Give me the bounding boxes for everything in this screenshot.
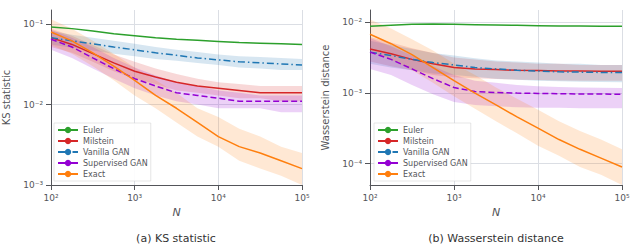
svg-text:KS statistic: KS statistic xyxy=(1,70,12,125)
svg-text:10³: 10³ xyxy=(127,193,142,203)
svg-text:(b) Wasserstein distance: (b) Wasserstein distance xyxy=(428,232,564,245)
svg-text:10⁴: 10⁴ xyxy=(211,193,226,203)
svg-text:10⁻²: 10⁻² xyxy=(23,100,43,110)
svg-text:10⁴: 10⁴ xyxy=(530,193,545,203)
svg-text:Exact: Exact xyxy=(83,170,105,179)
svg-text:Milstein: Milstein xyxy=(403,137,434,146)
svg-text:Wasserstein distance: Wasserstein distance xyxy=(320,44,331,150)
svg-text:Exact: Exact xyxy=(403,170,425,179)
svg-text:Euler: Euler xyxy=(403,126,424,135)
svg-text:10⁵: 10⁵ xyxy=(614,193,629,203)
svg-text:10⁵: 10⁵ xyxy=(294,193,309,203)
svg-text:10²: 10² xyxy=(43,193,58,203)
svg-text:N: N xyxy=(492,206,500,219)
svg-text:10⁻¹: 10⁻¹ xyxy=(23,19,43,29)
svg-text:Supervised GAN: Supervised GAN xyxy=(403,159,468,168)
svg-text:10⁻²: 10⁻² xyxy=(342,17,362,27)
svg-text:10⁻⁴: 10⁻⁴ xyxy=(342,159,362,169)
svg-text:Milstein: Milstein xyxy=(83,137,114,146)
svg-text:10²: 10² xyxy=(362,193,377,203)
svg-text:10³: 10³ xyxy=(446,193,461,203)
svg-text:10⁻³: 10⁻³ xyxy=(23,180,43,190)
svg-text:Supervised GAN: Supervised GAN xyxy=(83,159,148,168)
svg-text:Vanilla GAN: Vanilla GAN xyxy=(403,148,450,157)
svg-text:(a) KS statistic: (a) KS statistic xyxy=(136,232,216,245)
svg-text:Vanilla GAN: Vanilla GAN xyxy=(83,148,130,157)
svg-text:10⁻³: 10⁻³ xyxy=(342,88,362,98)
svg-text:N: N xyxy=(172,206,180,219)
svg-text:Euler: Euler xyxy=(83,126,104,135)
